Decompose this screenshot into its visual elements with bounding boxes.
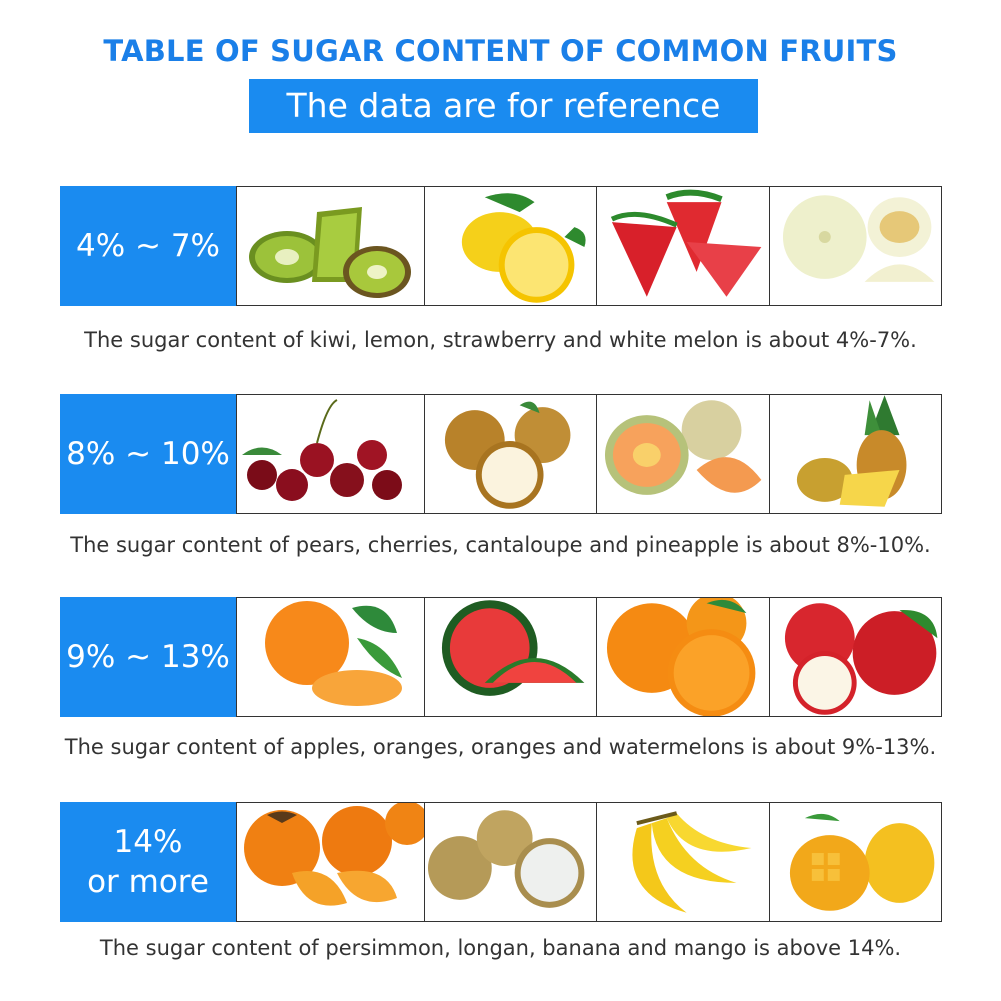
row-caption: The sugar content of kiwi, lemon, strawb…	[84, 328, 917, 352]
cherries-image	[236, 395, 424, 513]
sugar-range-label: 14% or more	[60, 802, 236, 922]
subtitle-banner: The data are for reference only	[249, 79, 758, 179]
kiwi-image	[236, 187, 424, 305]
sugar-range-label-line1: 14%	[113, 824, 183, 860]
sugar-range-label: 4% ~ 7%	[60, 186, 236, 306]
white-melon-image	[768, 187, 941, 305]
pineapple-image	[768, 395, 941, 513]
sugar-row-14-plus: 14% or more	[60, 802, 942, 922]
row-caption: The sugar content of pears, cherries, ca…	[70, 533, 931, 557]
pear-image	[424, 395, 596, 513]
sugar-range-label: 8% ~ 10%	[60, 394, 236, 514]
watermelon-image	[424, 598, 596, 716]
mango-image	[768, 803, 941, 921]
sugar-row-9-13: 9% ~ 13%	[60, 597, 942, 717]
page-title: TABLE OF SUGAR CONTENT OF COMMON FRUITS	[103, 34, 898, 68]
lemon-image	[424, 187, 596, 305]
cantaloupe-image	[596, 395, 768, 513]
persimmon-image	[236, 803, 424, 921]
banana-image	[596, 803, 768, 921]
apple-image	[768, 598, 941, 716]
strawberry-image	[596, 187, 768, 305]
sugar-row-4-7: 4% ~ 7%	[60, 186, 942, 306]
row-caption: The sugar content of apples, oranges, or…	[64, 735, 937, 759]
orange-image	[596, 598, 768, 716]
sugar-range-label: 9% ~ 13%	[60, 597, 236, 717]
sugar-range-label-line2: or more	[87, 864, 209, 900]
row-caption: The sugar content of persimmon, longan, …	[99, 936, 902, 960]
longan-image	[424, 803, 596, 921]
sugar-row-8-10: 8% ~ 10%	[60, 394, 942, 514]
tangerine-image	[236, 598, 424, 716]
